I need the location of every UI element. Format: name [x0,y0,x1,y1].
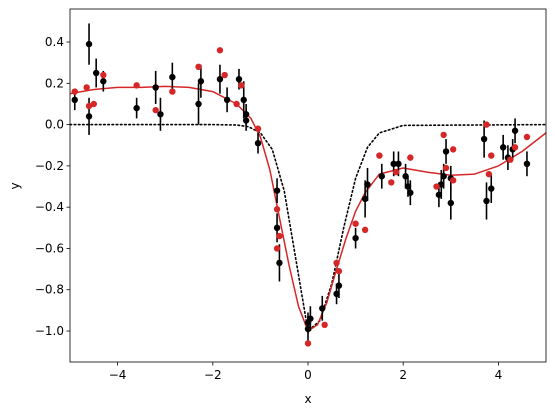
observation-point [195,100,202,108]
observation-point [488,185,495,192]
predicted-point [233,100,240,108]
y-axis-label: y [8,182,22,189]
predicted-point [449,146,457,153]
predicted-point [221,71,228,79]
predicted-point [238,82,245,89]
observation-point [447,199,454,207]
plot-area [70,23,546,347]
observation-point [254,139,262,147]
y-tick-label: 0.4 [45,35,64,49]
predicted-point [511,144,519,151]
predicted-point [440,131,447,139]
predicted-point [216,47,224,54]
observation-point [352,234,359,242]
observation-point [242,117,250,124]
predicted-point [483,121,490,128]
observation-point [197,78,205,85]
observation-point [395,160,402,168]
predicted-point [335,267,343,275]
predicted-point [276,232,283,240]
predicted-point [361,226,369,234]
observation-point [85,113,93,120]
observation-point [169,73,176,81]
observation-point [499,144,507,151]
observation-point [523,160,531,168]
observation-point [273,187,281,194]
predicted-point [195,63,202,71]
predicted-point [376,152,383,159]
observation-point [440,173,447,180]
observation-point [133,104,140,112]
predicted-point [485,170,493,178]
predicted-point [133,82,140,89]
predicted-point [392,168,400,176]
predicted-point [507,156,514,163]
observation-point [85,40,93,48]
y-tick-label: −1.0 [35,324,64,338]
predicted-point [254,125,262,132]
predicted-point [90,100,98,108]
predicted-point [321,321,328,329]
observation-point [319,305,326,312]
predicted-point [152,106,159,114]
predicted-point [273,206,281,213]
observation-point [235,75,243,83]
predicted-point [488,152,495,159]
x-tick-label: −4 [109,368,127,382]
x-axis-label: x [304,392,311,406]
observation-point [273,224,281,232]
predicted-point [273,245,281,252]
x-tick-label: 0 [304,368,312,382]
observation-point [335,282,343,289]
predicted-points-group [71,47,531,347]
y-tick-label: −0.6 [35,241,64,255]
y-tick-label: −0.8 [35,283,64,297]
observation-point [364,181,371,188]
observation-point [276,259,283,267]
y-axis: −1.0 −0.8 −0.6 −0.4 −0.2 0.0 0.2 0.4 [35,35,70,338]
predicted-point [83,84,90,91]
x-axis: −4 −2 0 2 4 [109,362,502,382]
observation-point [442,148,450,155]
predicted-point [433,183,440,190]
y-tick-label: −0.2 [35,159,64,173]
y-tick-label: −0.4 [35,200,64,214]
predicted-point [100,71,107,79]
predicted-point [304,340,312,347]
observation-point [152,84,159,91]
x-tick-label: −2 [204,368,222,382]
y-tick-label: 0.0 [45,118,64,132]
observation-point [511,127,519,134]
observation-point [390,160,397,168]
predicted-point [333,259,340,267]
observation-point [483,197,490,205]
predicted-point [169,88,176,95]
observation-point [157,111,164,118]
observation-point [307,315,314,322]
predicted-point [449,177,457,184]
observation-point [216,75,224,83]
predicted-point [523,133,531,141]
x-tick-label: 2 [399,368,407,382]
observation-point [407,189,414,196]
observation-point [480,135,488,143]
observation-point [71,96,78,104]
observation-point [223,96,231,104]
observation-point [240,96,247,104]
predicted-point [442,164,450,172]
predicted-point [352,220,359,227]
predicted-point [407,154,414,161]
predicted-point [388,179,395,186]
x-tick-label: 4 [495,368,503,382]
y-tick-label: 0.2 [45,76,64,90]
predicted-point [71,88,78,95]
observation-point [100,78,107,85]
observation-point [378,173,385,180]
observation-point [92,69,100,77]
